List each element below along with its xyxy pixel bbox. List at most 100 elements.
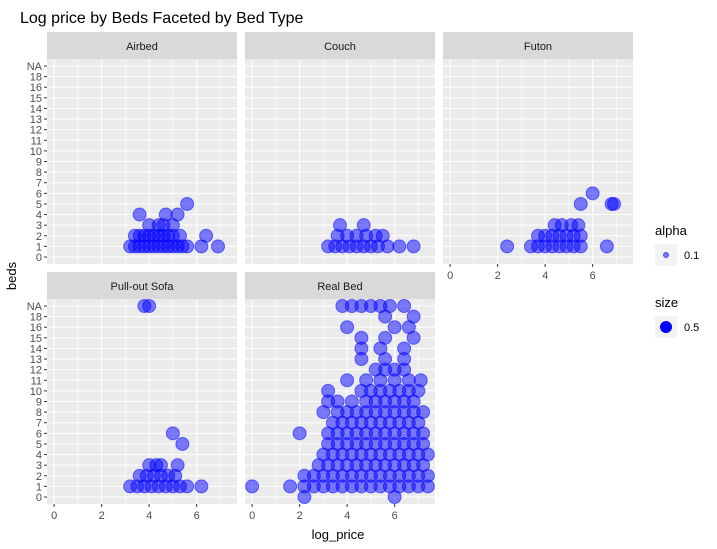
x-tick-label: 2 [297, 510, 303, 522]
data-point [297, 490, 312, 504]
legend-title-alpha: alpha [655, 223, 688, 238]
y-tick-label: 7 [36, 178, 42, 190]
data-point [175, 436, 190, 451]
data-point [330, 394, 345, 409]
y-tick-label: 2 [36, 231, 42, 243]
y-tick-label: 2 [36, 471, 42, 483]
data-point [154, 458, 168, 473]
x-tick-label: 4 [542, 270, 548, 282]
data-point [356, 218, 371, 233]
y-tick-label: 13 [30, 354, 42, 366]
x-tick-label: 2 [495, 270, 501, 282]
chart-title: Log price by Beds Faceted by Bed Type [20, 10, 304, 27]
data-point [392, 239, 407, 254]
data-point [573, 196, 588, 211]
y-tick-label: NA [27, 61, 43, 73]
y-tick-label: 12 [30, 365, 42, 377]
facet-strip [245, 32, 435, 59]
facet-panel: Futon 0 2 4 6 [443, 32, 633, 282]
data-point [170, 458, 185, 473]
data-point [406, 239, 421, 254]
x-tick-label: 6 [392, 510, 398, 522]
y-tick-label: 0 [36, 492, 42, 504]
y-tick-label: 11 [31, 135, 42, 147]
x-tick-label: 4 [344, 510, 350, 522]
data-point [416, 405, 431, 420]
data-point [607, 196, 621, 211]
y-tick-label: 15 [30, 93, 42, 105]
legend-key-alpha [663, 252, 669, 258]
data-point [340, 373, 355, 388]
x-tick-label: 2 [99, 510, 105, 522]
x-tick-label: 6 [590, 270, 596, 282]
facet-strip [443, 32, 633, 59]
y-tick-label: 4 [36, 450, 42, 462]
x-tick-label: 6 [194, 510, 200, 522]
data-point [354, 330, 369, 345]
y-tick-label: 7 [36, 418, 42, 430]
facet-strip-label: Futon [524, 41, 552, 53]
y-tick-label: 16 [30, 82, 42, 94]
data-point [165, 426, 180, 441]
data-point [382, 299, 397, 313]
y-tick-label: 5 [36, 439, 42, 451]
y-tick-label: NA [27, 301, 43, 313]
y-tick-label: 18 [30, 72, 42, 84]
facet-panel: Pull-out Sofa01234567891011121314151618N… [27, 272, 237, 522]
data-point [180, 239, 195, 254]
facet-panel: Real Bed 0 2 4 6 [245, 272, 435, 522]
data-point [170, 207, 185, 222]
facet-panel: Couch [245, 32, 435, 264]
y-tick-label: 1 [36, 241, 42, 253]
y-tick-label: 14 [30, 343, 42, 355]
y-tick-label: 8 [36, 167, 42, 179]
facet-strip [47, 32, 237, 59]
y-tick-label: 11 [31, 375, 42, 387]
data-point [211, 239, 225, 254]
data-point [132, 207, 147, 222]
data-point [406, 309, 421, 324]
data-point [413, 373, 428, 388]
data-point [173, 228, 187, 243]
y-tick-label: 6 [36, 428, 42, 440]
data-point [283, 479, 298, 494]
data-point [158, 207, 173, 222]
y-tick-label: 9 [36, 397, 42, 409]
y-tick-label: 1 [36, 481, 42, 493]
data-point [359, 373, 374, 388]
data-point [378, 330, 393, 345]
y-tick-label: 5 [36, 199, 42, 211]
facet-strip-label: Real Bed [317, 281, 362, 293]
y-tick-label: 6 [36, 188, 42, 200]
x-tick-label: 0 [249, 510, 255, 522]
facet-strip-label: Airbed [126, 41, 158, 53]
data-point [571, 218, 586, 233]
data-point [245, 479, 260, 494]
legend-label-alpha: 0.1 [684, 250, 699, 262]
y-tick-label: 15 [30, 333, 42, 345]
y-tick-label: 12 [30, 125, 42, 137]
y-tick-label: 16 [30, 322, 42, 334]
y-tick-label: 10 [30, 146, 42, 158]
data-point [180, 479, 195, 494]
data-point [397, 341, 412, 356]
facet-strip-label: Pull-out Sofa [111, 281, 175, 293]
facet-strip-label: Couch [324, 41, 356, 53]
x-tick-label: 0 [51, 510, 57, 522]
data-point [194, 479, 209, 494]
legend-key-size [660, 321, 672, 333]
legend-label-size: 0.5 [684, 322, 699, 334]
data-point [180, 196, 195, 211]
y-tick-label: 8 [36, 407, 42, 419]
y-tick-label: 4 [36, 210, 42, 222]
y-tick-label: 18 [30, 312, 42, 324]
data-point [340, 320, 355, 335]
x-tick-label: 4 [146, 510, 152, 522]
facet-strip [47, 272, 237, 299]
data-point [292, 426, 307, 441]
y-tick-label: 10 [30, 386, 42, 398]
data-point [397, 299, 412, 313]
